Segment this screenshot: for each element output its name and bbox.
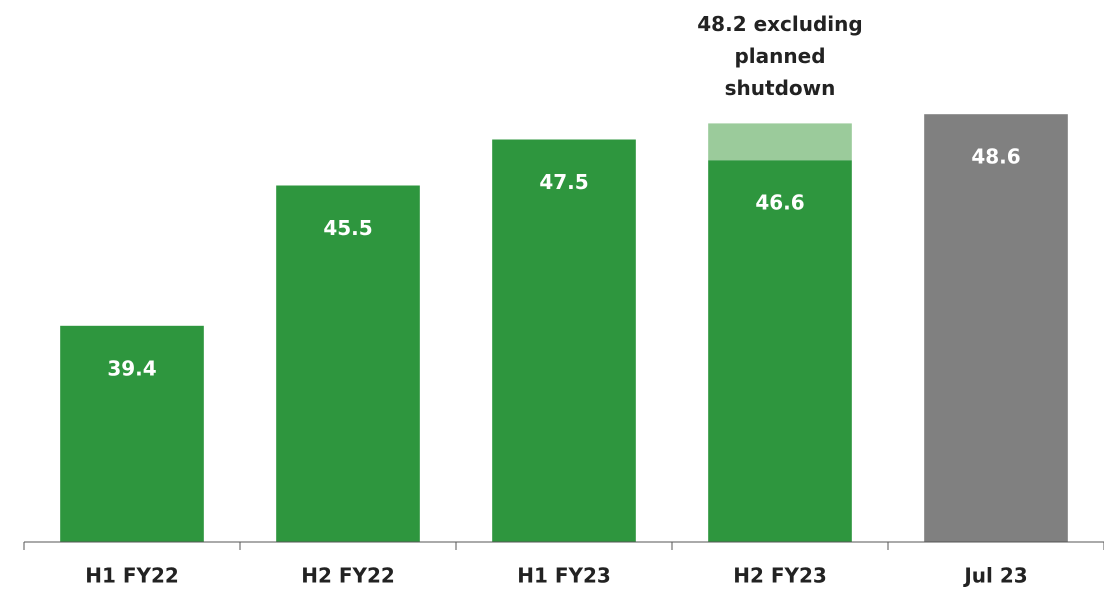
value-label: 39.4: [107, 356, 156, 380]
annotation: 48.2 excluding planned shutdown: [697, 12, 863, 100]
x-tick-label: Jul 23: [962, 564, 1027, 588]
value-label: 46.6: [755, 191, 804, 215]
x-tick-label: H2 FY22: [301, 564, 395, 588]
x-tick-label: H2 FY23: [733, 564, 827, 588]
x-tick-label: H1 FY22: [85, 564, 179, 588]
bar: [708, 123, 852, 161]
bar: [924, 114, 1068, 542]
value-label: 47.5: [539, 170, 588, 194]
bar: [60, 325, 204, 542]
value-label: 45.5: [323, 216, 372, 240]
bar: [492, 139, 636, 542]
x-tick-label: H1 FY23: [517, 564, 611, 588]
bar: [708, 160, 852, 542]
value-label: 48.6: [971, 145, 1020, 169]
bar: [276, 185, 420, 542]
